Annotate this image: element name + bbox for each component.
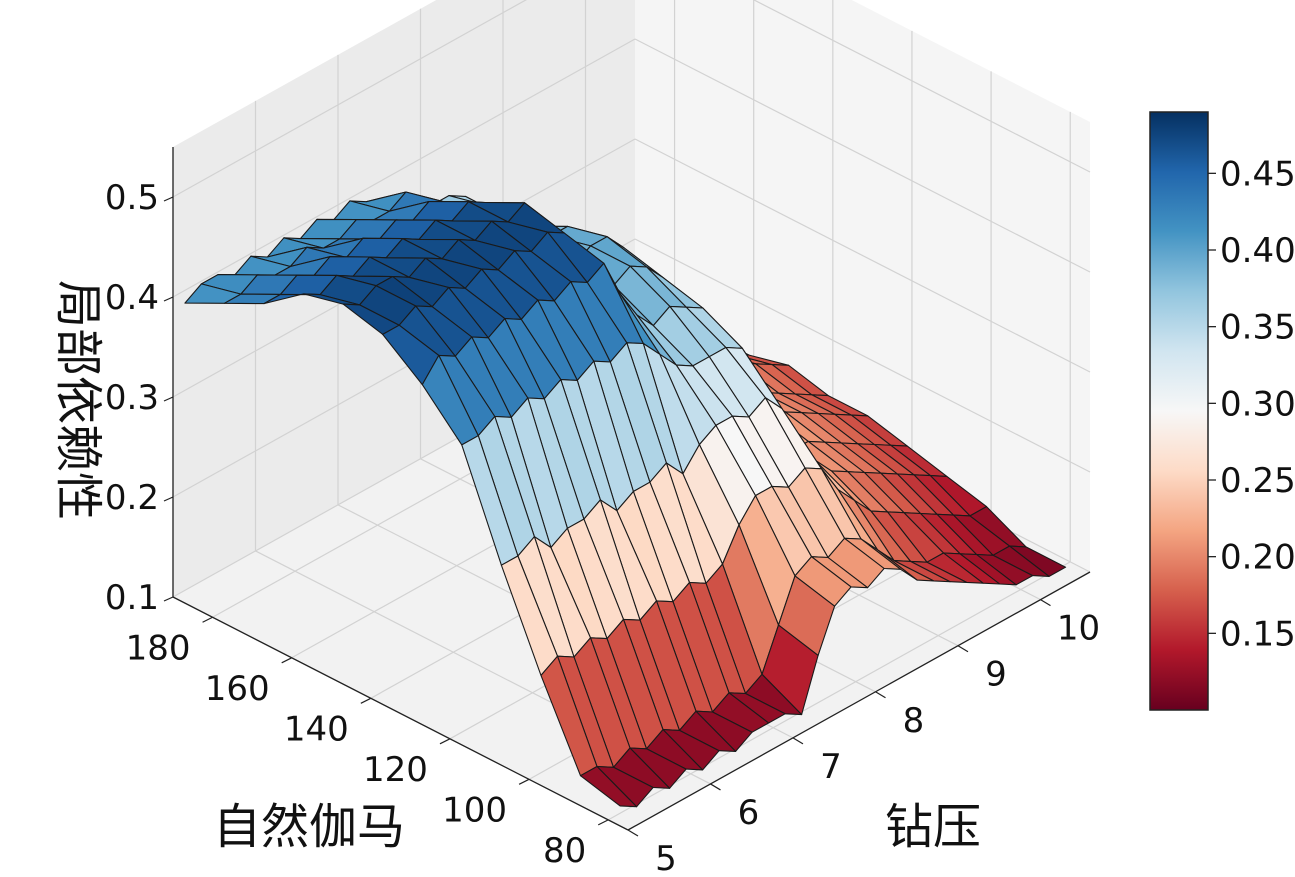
axis-lines bbox=[172, 147, 1091, 831]
colorbar-tick-label: 0.20 bbox=[1220, 538, 1295, 578]
z-tick-label: 0.3 bbox=[105, 378, 159, 418]
colorbar-ticks: 0.15 0.20 0.25 0.30 0.35 0.40 0.45 bbox=[1208, 154, 1295, 654]
y-axis-title: 自然伽马 bbox=[213, 799, 405, 855]
x-tick-label-mark bbox=[875, 691, 886, 699]
z-tick-label-mark bbox=[163, 396, 174, 402]
z-tick-label: 0.1 bbox=[105, 578, 159, 618]
grid-line bbox=[634, 38, 1091, 273]
y-tick-label-mark bbox=[439, 738, 451, 745]
colorbar-tick-label: 0.45 bbox=[1220, 154, 1295, 194]
x-tick-label-mark bbox=[1040, 599, 1051, 607]
z-tick-label-mark bbox=[163, 296, 174, 302]
z-tick-label-mark bbox=[163, 496, 174, 502]
colorbar-tick-label: 0.30 bbox=[1220, 384, 1295, 424]
x-tick-label-mark bbox=[792, 737, 804, 745]
grid-line bbox=[634, 138, 1091, 373]
x-tick-label: 5 bbox=[655, 839, 677, 877]
x-tick-label: 6 bbox=[738, 793, 760, 833]
y-tick-label: 80 bbox=[543, 831, 586, 871]
y-tick-label: 140 bbox=[284, 709, 349, 749]
colorbar-tick-label: 0.25 bbox=[1220, 461, 1295, 501]
x-tick-label-mark bbox=[627, 829, 639, 837]
grid-line bbox=[752, 0, 1091, 173]
y-tick-label-mark bbox=[202, 616, 213, 623]
y-tick-label: 180 bbox=[126, 628, 191, 668]
z-tick-label: 0.2 bbox=[105, 478, 159, 518]
x-axis-line bbox=[627, 571, 1091, 831]
colorbar-tick-label: 0.35 bbox=[1220, 308, 1295, 348]
y-tick-label-mark bbox=[597, 819, 609, 826]
y-tick-label-mark bbox=[281, 657, 292, 664]
y-tick-label-mark bbox=[518, 778, 530, 785]
colorbar-tick-label: 0.40 bbox=[1220, 231, 1295, 271]
y-axis-line bbox=[172, 596, 629, 831]
grid-line bbox=[607, 561, 1071, 821]
colorbar-tick-label: 0.15 bbox=[1220, 614, 1295, 654]
x-axis-title: 钻压 bbox=[885, 799, 981, 855]
back-right-pane bbox=[635, 0, 1090, 572]
z-tick-label-mark bbox=[163, 196, 174, 202]
z-axis-title: 局部依赖性 bbox=[50, 280, 106, 520]
x-tick-label: 10 bbox=[1057, 609, 1100, 649]
z-tick-label: 0.5 bbox=[105, 178, 159, 218]
surface-mesh bbox=[184, 191, 1067, 808]
x-tick-label-mark bbox=[957, 645, 969, 653]
grid-line bbox=[634, 238, 1091, 473]
y-tick-label: 100 bbox=[442, 790, 507, 830]
x-tick-label-mark bbox=[710, 783, 721, 791]
x-tick-label: 9 bbox=[985, 655, 1007, 695]
tick-labels: 5 6 7 8 9 10 80 100 120 140 160 180 0.1 0.2 0.3 0.4 0.5 bbox=[105, 178, 1100, 877]
x-tick-label: 7 bbox=[820, 747, 842, 787]
colorbar bbox=[1149, 111, 1209, 711]
x-tick-label: 8 bbox=[903, 701, 925, 741]
y-tick-label-mark bbox=[360, 697, 372, 704]
z-tick-label-mark bbox=[163, 596, 174, 602]
surface-patch bbox=[579, 765, 638, 808]
grid-line bbox=[172, 0, 527, 198]
y-tick-label: 120 bbox=[363, 750, 428, 790]
z-tick-label: 0.4 bbox=[105, 278, 159, 318]
y-tick-label: 160 bbox=[205, 669, 270, 709]
grid-line bbox=[172, 38, 636, 298]
